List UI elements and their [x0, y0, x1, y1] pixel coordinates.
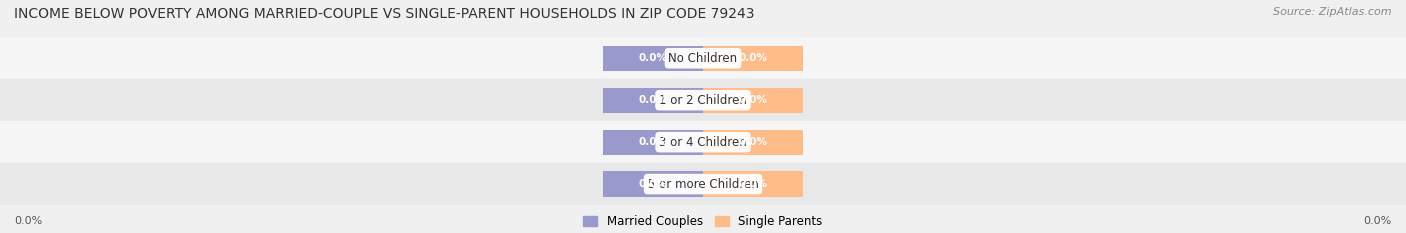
- Legend: Married Couples, Single Parents: Married Couples, Single Parents: [579, 211, 827, 233]
- Text: 0.0%: 0.0%: [638, 95, 668, 105]
- Bar: [0, 37, 1406, 79]
- Bar: [0, 121, 1406, 163]
- Bar: [0, 79, 1406, 121]
- Text: 3 or 4 Children: 3 or 4 Children: [659, 136, 747, 149]
- Text: 0.0%: 0.0%: [738, 179, 768, 189]
- Text: Source: ZipAtlas.com: Source: ZipAtlas.com: [1274, 7, 1392, 17]
- Bar: [603, 46, 703, 71]
- Bar: [703, 88, 803, 113]
- Bar: [703, 130, 803, 155]
- Text: 0.0%: 0.0%: [1364, 216, 1392, 226]
- Bar: [603, 130, 703, 155]
- Text: 0.0%: 0.0%: [638, 179, 668, 189]
- Text: INCOME BELOW POVERTY AMONG MARRIED-COUPLE VS SINGLE-PARENT HOUSEHOLDS IN ZIP COD: INCOME BELOW POVERTY AMONG MARRIED-COUPL…: [14, 7, 755, 21]
- Text: 1 or 2 Children: 1 or 2 Children: [659, 94, 747, 107]
- Bar: [703, 171, 803, 197]
- Text: 5 or more Children: 5 or more Children: [648, 178, 758, 191]
- Text: 0.0%: 0.0%: [738, 137, 768, 147]
- Text: 0.0%: 0.0%: [738, 95, 768, 105]
- Bar: [703, 46, 803, 71]
- Bar: [603, 171, 703, 197]
- Bar: [0, 163, 1406, 205]
- Bar: [603, 88, 703, 113]
- Text: 0.0%: 0.0%: [14, 216, 42, 226]
- Text: 0.0%: 0.0%: [638, 137, 668, 147]
- Text: 0.0%: 0.0%: [638, 53, 668, 63]
- Text: 0.0%: 0.0%: [738, 53, 768, 63]
- Text: No Children: No Children: [668, 52, 738, 65]
